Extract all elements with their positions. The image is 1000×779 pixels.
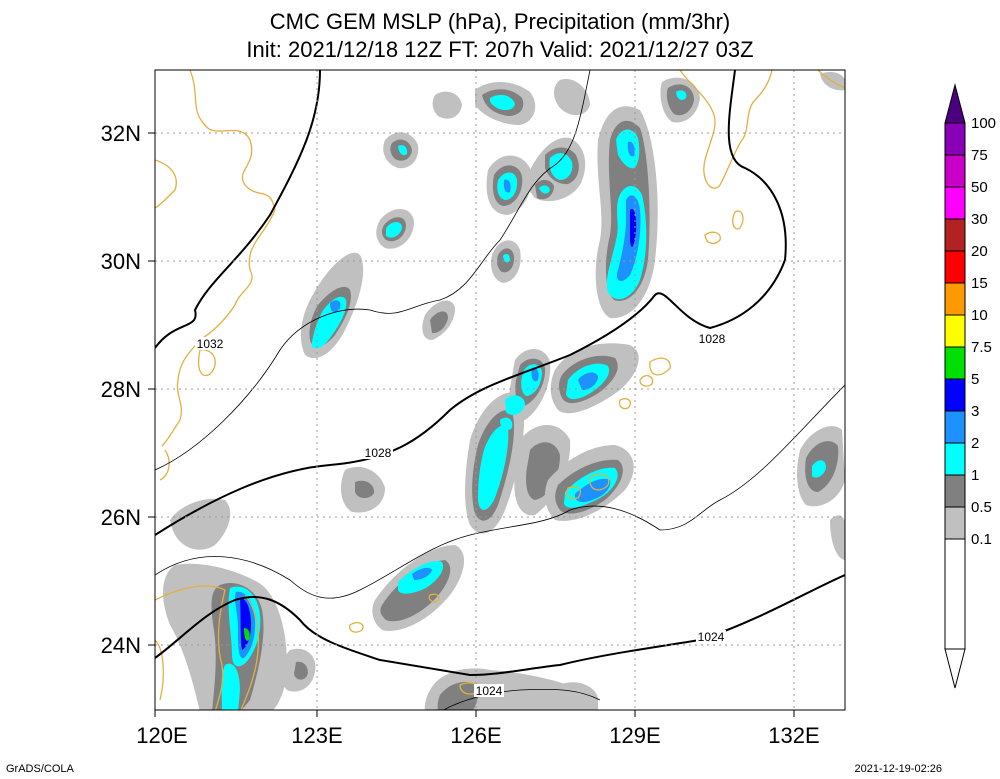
legend-label-7-5: 7.5 <box>971 339 992 356</box>
legend-swatch-1 <box>944 442 966 476</box>
legend-label-0-5: 0.5 <box>971 499 992 516</box>
axis-ticks <box>148 132 795 717</box>
lat-label-26n: 26N <box>101 505 141 530</box>
legend-swatch-15 <box>944 250 966 284</box>
legend-label-3: 3 <box>971 403 979 420</box>
legend-swatch-20 <box>944 218 966 252</box>
legend-swatch-2 <box>944 410 966 444</box>
isobar-label-1032: 1032 <box>197 337 224 351</box>
legend-label-20: 20 <box>971 243 988 260</box>
isobar-labels: 1032 1028 1028 1024 1024 <box>195 332 727 698</box>
legend-label-15: 15 <box>971 275 988 292</box>
footer-credit: GrADS/COLA <box>6 763 74 775</box>
graticule <box>155 70 845 710</box>
legend-swatch-10 <box>944 282 966 316</box>
legend-label-30: 30 <box>971 211 988 228</box>
legend-label-100: 100 <box>971 115 996 132</box>
longitude-labels: 120E 123E 126E 129E 132E <box>136 723 819 748</box>
isobar-label-1028-east: 1028 <box>699 332 726 346</box>
map-area <box>155 70 845 710</box>
legend-label-1: 1 <box>971 467 979 484</box>
legend-swatch-zero <box>944 538 966 650</box>
lon-label-123e: 123E <box>291 723 342 748</box>
lon-label-132e: 132E <box>768 723 819 748</box>
lat-label-30n: 30N <box>101 249 141 274</box>
coastlines <box>155 70 845 710</box>
legend-swatch-75 <box>944 122 966 156</box>
lon-label-120e: 120E <box>136 723 187 748</box>
isobar-label-1028-west: 1028 <box>365 446 392 460</box>
legend-arrow-bottom <box>944 648 966 689</box>
legend-swatch-5 <box>944 346 966 380</box>
latitude-labels: 32N 30N 28N 26N 24N <box>101 121 141 658</box>
legend-label-50: 50 <box>971 179 988 196</box>
legend-swatch-30 <box>944 186 966 220</box>
legend-label-5: 5 <box>971 371 979 388</box>
isobar-label-1024-east: 1024 <box>698 630 725 644</box>
footer-timestamp: 2021-12-19-02:26 <box>854 763 942 775</box>
lon-label-129e: 129E <box>609 723 660 748</box>
map-frame <box>154 69 846 711</box>
lat-label-32n: 32N <box>101 121 141 146</box>
legend-label-2: 2 <box>971 435 979 452</box>
legend-swatch-7-5 <box>944 314 966 348</box>
isobar-label-1024-south: 1024 <box>476 684 503 698</box>
legend-swatch-0-1 <box>944 506 966 540</box>
legend-swatch-3 <box>944 378 966 412</box>
lat-label-24n: 24N <box>101 633 141 658</box>
legend-arrow-top <box>944 83 966 124</box>
chart-subtitle: Init: 2021/12/18 12Z FT: 207h Valid: 202… <box>246 37 754 62</box>
legend-label-75: 75 <box>971 147 988 164</box>
precipitation-shading <box>163 72 845 710</box>
legend-swatch-0-5 <box>944 474 966 508</box>
lat-label-28n: 28N <box>101 377 141 402</box>
chart-title: CMC GEM MSLP (hPa), Precipitation (mm/3h… <box>269 9 731 34</box>
legend-swatch-50 <box>944 154 966 188</box>
legend-label-10: 10 <box>971 307 988 324</box>
legend-label-0-1: 0.1 <box>971 531 992 548</box>
lon-label-126e: 126E <box>450 723 501 748</box>
precip-legend: 100 75 50 30 20 15 10 7.5 5 3 2 1 0.5 0.… <box>944 83 996 689</box>
